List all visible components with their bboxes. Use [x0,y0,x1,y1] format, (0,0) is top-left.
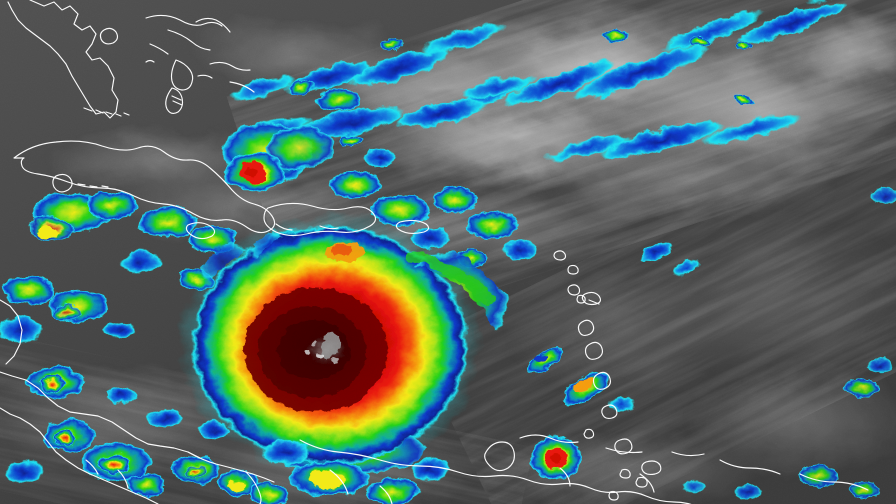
sensor-noise-fine [0,0,896,504]
enhanced-ir-satellite-image [0,0,896,504]
satellite-image-viewport [0,0,896,504]
